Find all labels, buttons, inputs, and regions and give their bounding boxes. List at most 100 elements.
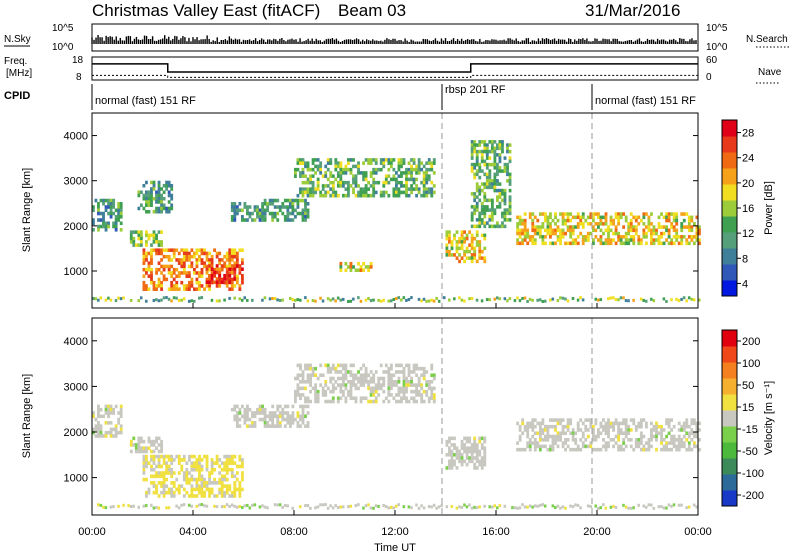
heatmap-cell: [670, 298, 673, 302]
heatmap-cell: [392, 167, 396, 172]
heatmap-cell: [326, 366, 330, 371]
y-tick-label: 4000: [64, 336, 88, 348]
heatmap-cell: [607, 238, 610, 242]
heatmap-cell: [150, 449, 153, 454]
heatmap-cell: [687, 222, 691, 226]
heatmap-cell: [354, 193, 358, 198]
heatmap-cell: [157, 299, 161, 303]
heatmap-cell: [296, 298, 300, 302]
heatmap-cell: [445, 452, 449, 457]
heatmap-cell: [559, 506, 562, 510]
heatmap-cell: [405, 184, 408, 188]
heatmap-cell: [319, 373, 323, 378]
heatmap-cell: [594, 438, 598, 442]
heatmap-cell: [387, 193, 391, 198]
colorbar-swatch: [722, 264, 737, 281]
heatmap-cell: [213, 504, 216, 508]
heatmap-cell: [496, 153, 499, 157]
heatmap-cell: [670, 504, 673, 508]
heatmap-cell: [387, 158, 391, 162]
heatmap-cell: [531, 225, 535, 229]
heatmap-cell: [430, 386, 434, 391]
heatmap-cell: [354, 174, 358, 178]
heatmap-cell: [213, 477, 217, 482]
heatmap-cell: [238, 271, 242, 275]
heatmap-cell: [556, 418, 560, 422]
heatmap-cell: [637, 424, 641, 429]
heatmap-cell: [619, 421, 623, 426]
heatmap-cell: [112, 427, 116, 432]
heatmap-cell: [208, 284, 211, 288]
heatmap-cell: [680, 441, 684, 445]
heatmap-cell: [304, 399, 307, 404]
heatmap-cell: [516, 447, 520, 452]
heatmap-cell: [352, 265, 355, 269]
heatmap-cell: [576, 225, 580, 229]
nsky-tick-bottom: 10^0: [52, 42, 74, 53]
heatmap-cell: [490, 208, 494, 212]
heatmap-cell: [549, 424, 552, 429]
heatmap-cell: [533, 228, 537, 233]
heatmap-cell: [187, 481, 191, 485]
heatmap-cell: [235, 505, 239, 509]
heatmap-cell: [470, 253, 474, 257]
heatmap-cell: [642, 418, 646, 422]
heatmap-cell: [167, 254, 171, 259]
heatmap-cell: [150, 243, 153, 247]
heatmap-cell: [642, 212, 646, 216]
heatmap-cell: [627, 238, 631, 242]
nave-label: Nave: [758, 67, 782, 78]
heatmap-cell: [162, 474, 166, 479]
heatmap-cell: [485, 162, 489, 167]
heatmap-cell: [647, 444, 651, 449]
heatmap-cell: [304, 504, 307, 508]
heatmap-cell: [107, 202, 110, 206]
heatmap-cell: [240, 280, 244, 285]
heatmap-cell: [400, 386, 403, 391]
heatmap-cell: [195, 280, 199, 285]
heatmap-cell: [619, 296, 623, 300]
heatmap-cell: [559, 418, 562, 422]
heatmap-cell: [415, 386, 419, 391]
heatmap-cell: [662, 241, 666, 246]
heatmap-cell: [483, 172, 487, 177]
heatmap-cell: [450, 240, 454, 244]
heatmap-cell: [218, 477, 222, 482]
heatmap-cell: [228, 267, 232, 272]
heatmap-cell: [203, 477, 206, 482]
colorbar-tick-label: -200: [742, 490, 764, 502]
heatmap-cell: [139, 190, 143, 195]
heatmap-cell: [541, 438, 545, 442]
heatmap-cell: [642, 228, 646, 233]
heatmap-cell: [288, 417, 292, 422]
heatmap-cell: [463, 459, 466, 464]
heatmap-cell: [210, 273, 214, 278]
heatmap-cell: [220, 267, 224, 272]
heatmap-cell: [162, 203, 166, 208]
heatmap-cell: [172, 484, 176, 488]
heatmap-cell: [523, 447, 527, 452]
heatmap-cell: [531, 428, 535, 432]
heatmap-cell: [629, 506, 633, 510]
heatmap-cell: [389, 386, 393, 391]
heatmap-cell: [617, 222, 621, 226]
heatmap-cell: [619, 238, 623, 242]
heatmap-cell: [160, 193, 163, 198]
heatmap-cell: [480, 182, 484, 186]
heatmap-cell: [165, 187, 169, 191]
heatmap-cell: [142, 287, 146, 291]
heatmap-cell: [160, 243, 163, 247]
heatmap-cell: [531, 228, 535, 233]
heatmap-cell: [473, 446, 477, 450]
heatmap-cell: [367, 180, 371, 185]
heatmap-cell: [114, 434, 118, 438]
heatmap-cell: [205, 461, 209, 465]
heatmap-cell: [301, 417, 305, 422]
heatmap-cell: [230, 254, 234, 259]
heatmap-cell: [344, 383, 348, 387]
heatmap-cell: [266, 506, 269, 510]
heatmap-cell: [554, 438, 557, 442]
heatmap-cell: [347, 180, 350, 185]
heatmap-cell: [248, 205, 252, 209]
